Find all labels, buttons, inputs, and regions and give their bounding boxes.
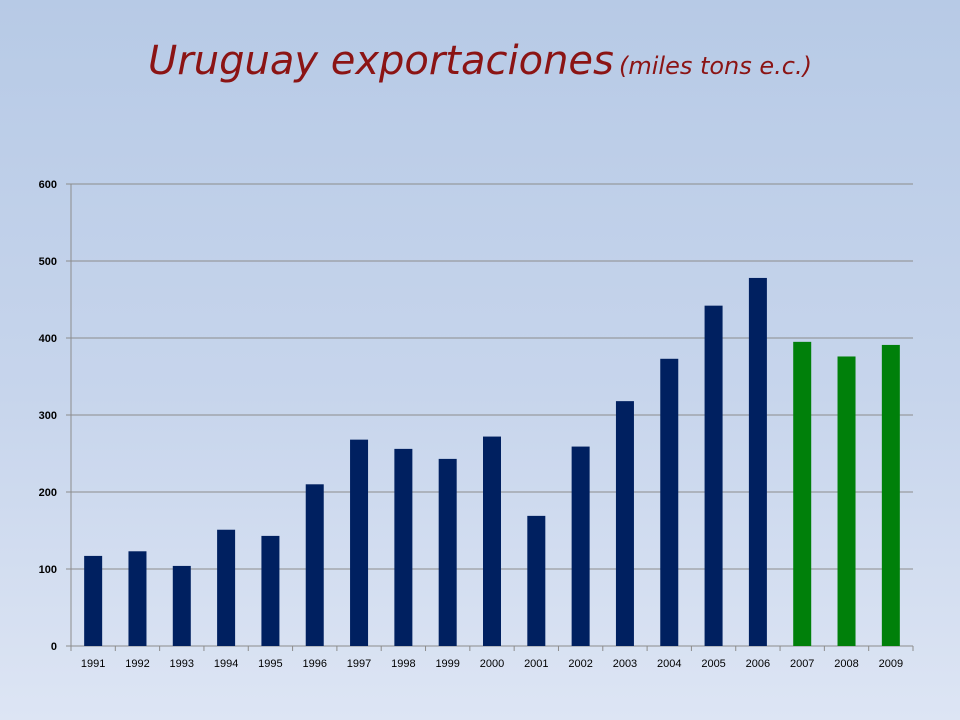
bar-1998 — [394, 448, 413, 646]
bar-1994 — [217, 529, 236, 646]
chart-title-main: Uruguay exportaciones — [148, 38, 614, 84]
x-tick-label: 1995 — [258, 658, 282, 670]
bar-1995 — [261, 535, 280, 646]
x-tick-label: 2000 — [480, 658, 504, 670]
y-tick-label: 600 — [39, 179, 57, 191]
x-tick-label: 1993 — [170, 658, 194, 670]
x-tick-label: 2009 — [879, 658, 903, 670]
x-tick-label: 2006 — [746, 658, 770, 670]
x-tick-label: 1997 — [347, 658, 371, 670]
x-tick-label: 1994 — [214, 658, 238, 670]
bar-1999 — [438, 458, 457, 646]
bar-2006 — [748, 277, 767, 646]
bar-2002 — [571, 446, 590, 646]
bar-2007 — [793, 341, 812, 646]
y-tick-label: 100 — [39, 564, 57, 576]
bar-1993 — [172, 565, 191, 646]
bar-2004 — [660, 358, 679, 646]
y-tick-label: 300 — [39, 410, 57, 422]
x-tick-label: 2002 — [568, 658, 592, 670]
x-tick-label: 2004 — [657, 658, 681, 670]
bar-1992 — [128, 551, 147, 646]
x-tick-label: 2008 — [834, 658, 858, 670]
chart-title: Uruguay exportaciones (miles tons e.c.) — [0, 38, 960, 84]
bar-2008 — [837, 356, 856, 646]
bar-1997 — [350, 439, 369, 646]
bar-2009 — [881, 344, 900, 646]
x-tick-label: 2003 — [613, 658, 637, 670]
bar-1996 — [305, 484, 324, 646]
x-tick-label: 1998 — [391, 658, 415, 670]
bar-2003 — [615, 401, 634, 646]
x-tick-label: 1991 — [81, 658, 105, 670]
bar-2000 — [483, 436, 501, 646]
bar-2001 — [527, 515, 546, 646]
x-tick-label: 1992 — [125, 658, 149, 670]
bar-2005 — [704, 305, 723, 646]
y-tick-label: 0 — [51, 641, 57, 653]
x-tick-label: 1999 — [435, 658, 459, 670]
y-tick-label: 200 — [39, 487, 57, 499]
x-tick-label: 2005 — [701, 658, 725, 670]
x-tick-label: 2001 — [524, 658, 548, 670]
y-tick-label: 400 — [39, 333, 57, 345]
bar-1991 — [84, 555, 103, 646]
chart-title-unit: (miles tons e.c.) — [618, 52, 812, 80]
x-tick-label: 2007 — [790, 658, 814, 670]
x-tick-label: 1996 — [302, 658, 326, 670]
y-tick-label: 500 — [39, 256, 57, 268]
